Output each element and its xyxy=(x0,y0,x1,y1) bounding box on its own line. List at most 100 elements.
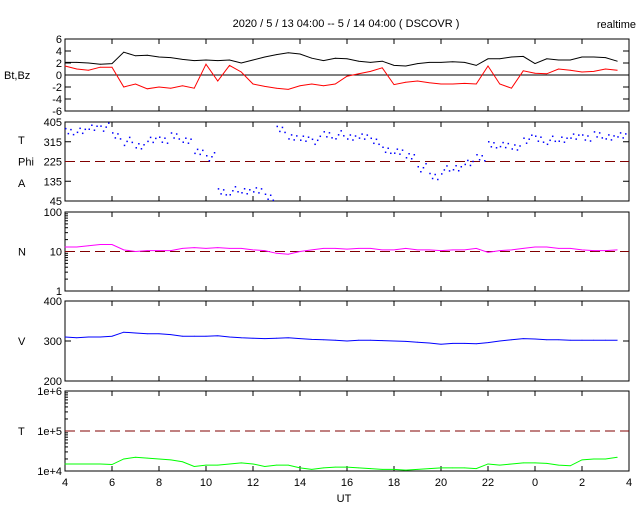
data-point-bz xyxy=(182,85,183,87)
data-point-v xyxy=(99,336,101,338)
data-point-phi xyxy=(382,146,384,149)
data-point-phi xyxy=(173,137,175,139)
data-point-bz xyxy=(170,87,172,89)
data-point-bt xyxy=(76,62,78,63)
data-point-phi xyxy=(578,134,580,136)
data-point-n xyxy=(452,249,454,251)
data-point-v xyxy=(581,339,583,341)
data-point-phi xyxy=(126,140,128,143)
series-line-n xyxy=(65,244,618,255)
x-tick-label: 16 xyxy=(341,477,353,489)
data-point-t xyxy=(264,466,266,467)
data-point-n xyxy=(558,247,559,249)
data-point-phi xyxy=(507,142,510,145)
data-point-n xyxy=(123,249,125,251)
data-point-t xyxy=(240,462,242,464)
data-point-phi xyxy=(472,160,474,163)
data-point-phi xyxy=(225,194,228,196)
data-point-phi xyxy=(546,143,549,146)
data-point-phi xyxy=(394,152,396,154)
data-point-v xyxy=(123,331,125,333)
data-point-v xyxy=(534,338,536,340)
data-point-bz xyxy=(558,68,559,70)
data-point-phi xyxy=(469,164,472,167)
data-point-v xyxy=(158,333,160,335)
data-point-bt xyxy=(158,56,160,58)
data-point-v xyxy=(229,336,230,338)
data-point-bt xyxy=(428,62,430,63)
data-point-bz xyxy=(464,83,465,84)
data-point-phi xyxy=(608,134,610,136)
data-point-phi xyxy=(384,151,387,154)
data-point-bz xyxy=(64,65,66,67)
data-point-n xyxy=(252,249,254,251)
data-point-phi xyxy=(131,141,134,144)
data-point-phi xyxy=(138,143,140,145)
data-point-t xyxy=(64,463,66,465)
data-point-phi xyxy=(561,136,563,138)
data-point-v xyxy=(511,339,512,341)
data-point-bt xyxy=(499,58,501,60)
y-tick-label: 400 xyxy=(44,296,62,308)
data-point-t xyxy=(299,467,301,469)
data-point-t xyxy=(76,463,78,465)
data-point-t xyxy=(393,468,395,470)
data-point-t xyxy=(417,468,418,470)
data-point-phi xyxy=(537,140,540,142)
data-point-n xyxy=(511,249,512,251)
data-point-phi xyxy=(272,199,275,202)
data-point-bt xyxy=(440,62,442,63)
data-point-phi xyxy=(258,192,260,194)
data-point-phi xyxy=(476,154,478,156)
data-point-bz xyxy=(417,80,418,82)
data-point-bz xyxy=(358,73,360,75)
data-point-phi xyxy=(178,138,181,140)
data-point-phi xyxy=(352,139,354,141)
y-tick-label: -2 xyxy=(52,82,62,94)
data-point-bz xyxy=(111,66,113,68)
data-point-phi xyxy=(300,139,302,141)
x-tick-label: 20 xyxy=(435,477,447,489)
x-axis-label: UT xyxy=(337,493,352,505)
data-point-phi xyxy=(170,132,173,134)
data-point-phi xyxy=(206,155,208,157)
data-point-t xyxy=(499,464,501,466)
y-tick-label: 6 xyxy=(56,34,62,46)
data-point-bz xyxy=(99,66,101,68)
data-point-phi xyxy=(314,143,316,146)
data-point-phi xyxy=(467,159,469,162)
y-tick-label: 135 xyxy=(44,176,62,188)
data-point-bz xyxy=(158,86,160,88)
data-point-v xyxy=(346,340,348,342)
data-point-phi xyxy=(420,170,422,173)
data-point-t xyxy=(276,464,277,466)
data-point-bt xyxy=(475,65,477,66)
data-point-v xyxy=(287,337,289,339)
data-point-v xyxy=(487,342,489,343)
data-point-v xyxy=(522,338,524,339)
data-point-bz xyxy=(428,82,430,84)
data-point-t xyxy=(287,464,289,466)
data-point-phi xyxy=(589,140,592,142)
data-point-phi xyxy=(575,138,577,140)
data-point-n xyxy=(405,247,407,249)
x-tick-label: 22 xyxy=(482,477,494,489)
y-tick-label: 225 xyxy=(44,157,62,169)
data-point-t xyxy=(464,467,465,469)
data-point-phi xyxy=(202,149,204,152)
data-point-n xyxy=(182,247,183,249)
data-point-bz xyxy=(76,68,78,70)
data-point-phi xyxy=(72,133,75,136)
data-point-phi xyxy=(396,148,399,150)
data-point-bz xyxy=(334,83,336,85)
y-tick-label: 1e+4 xyxy=(37,466,62,478)
data-point-phi xyxy=(243,188,246,190)
data-point-phi xyxy=(328,132,331,134)
x-tick-label: 6 xyxy=(109,477,115,489)
data-point-phi xyxy=(269,194,272,197)
y-tick-label: 100 xyxy=(44,207,62,219)
data-point-phi xyxy=(549,139,551,142)
data-point-t xyxy=(111,464,113,465)
data-point-bz xyxy=(593,71,595,72)
